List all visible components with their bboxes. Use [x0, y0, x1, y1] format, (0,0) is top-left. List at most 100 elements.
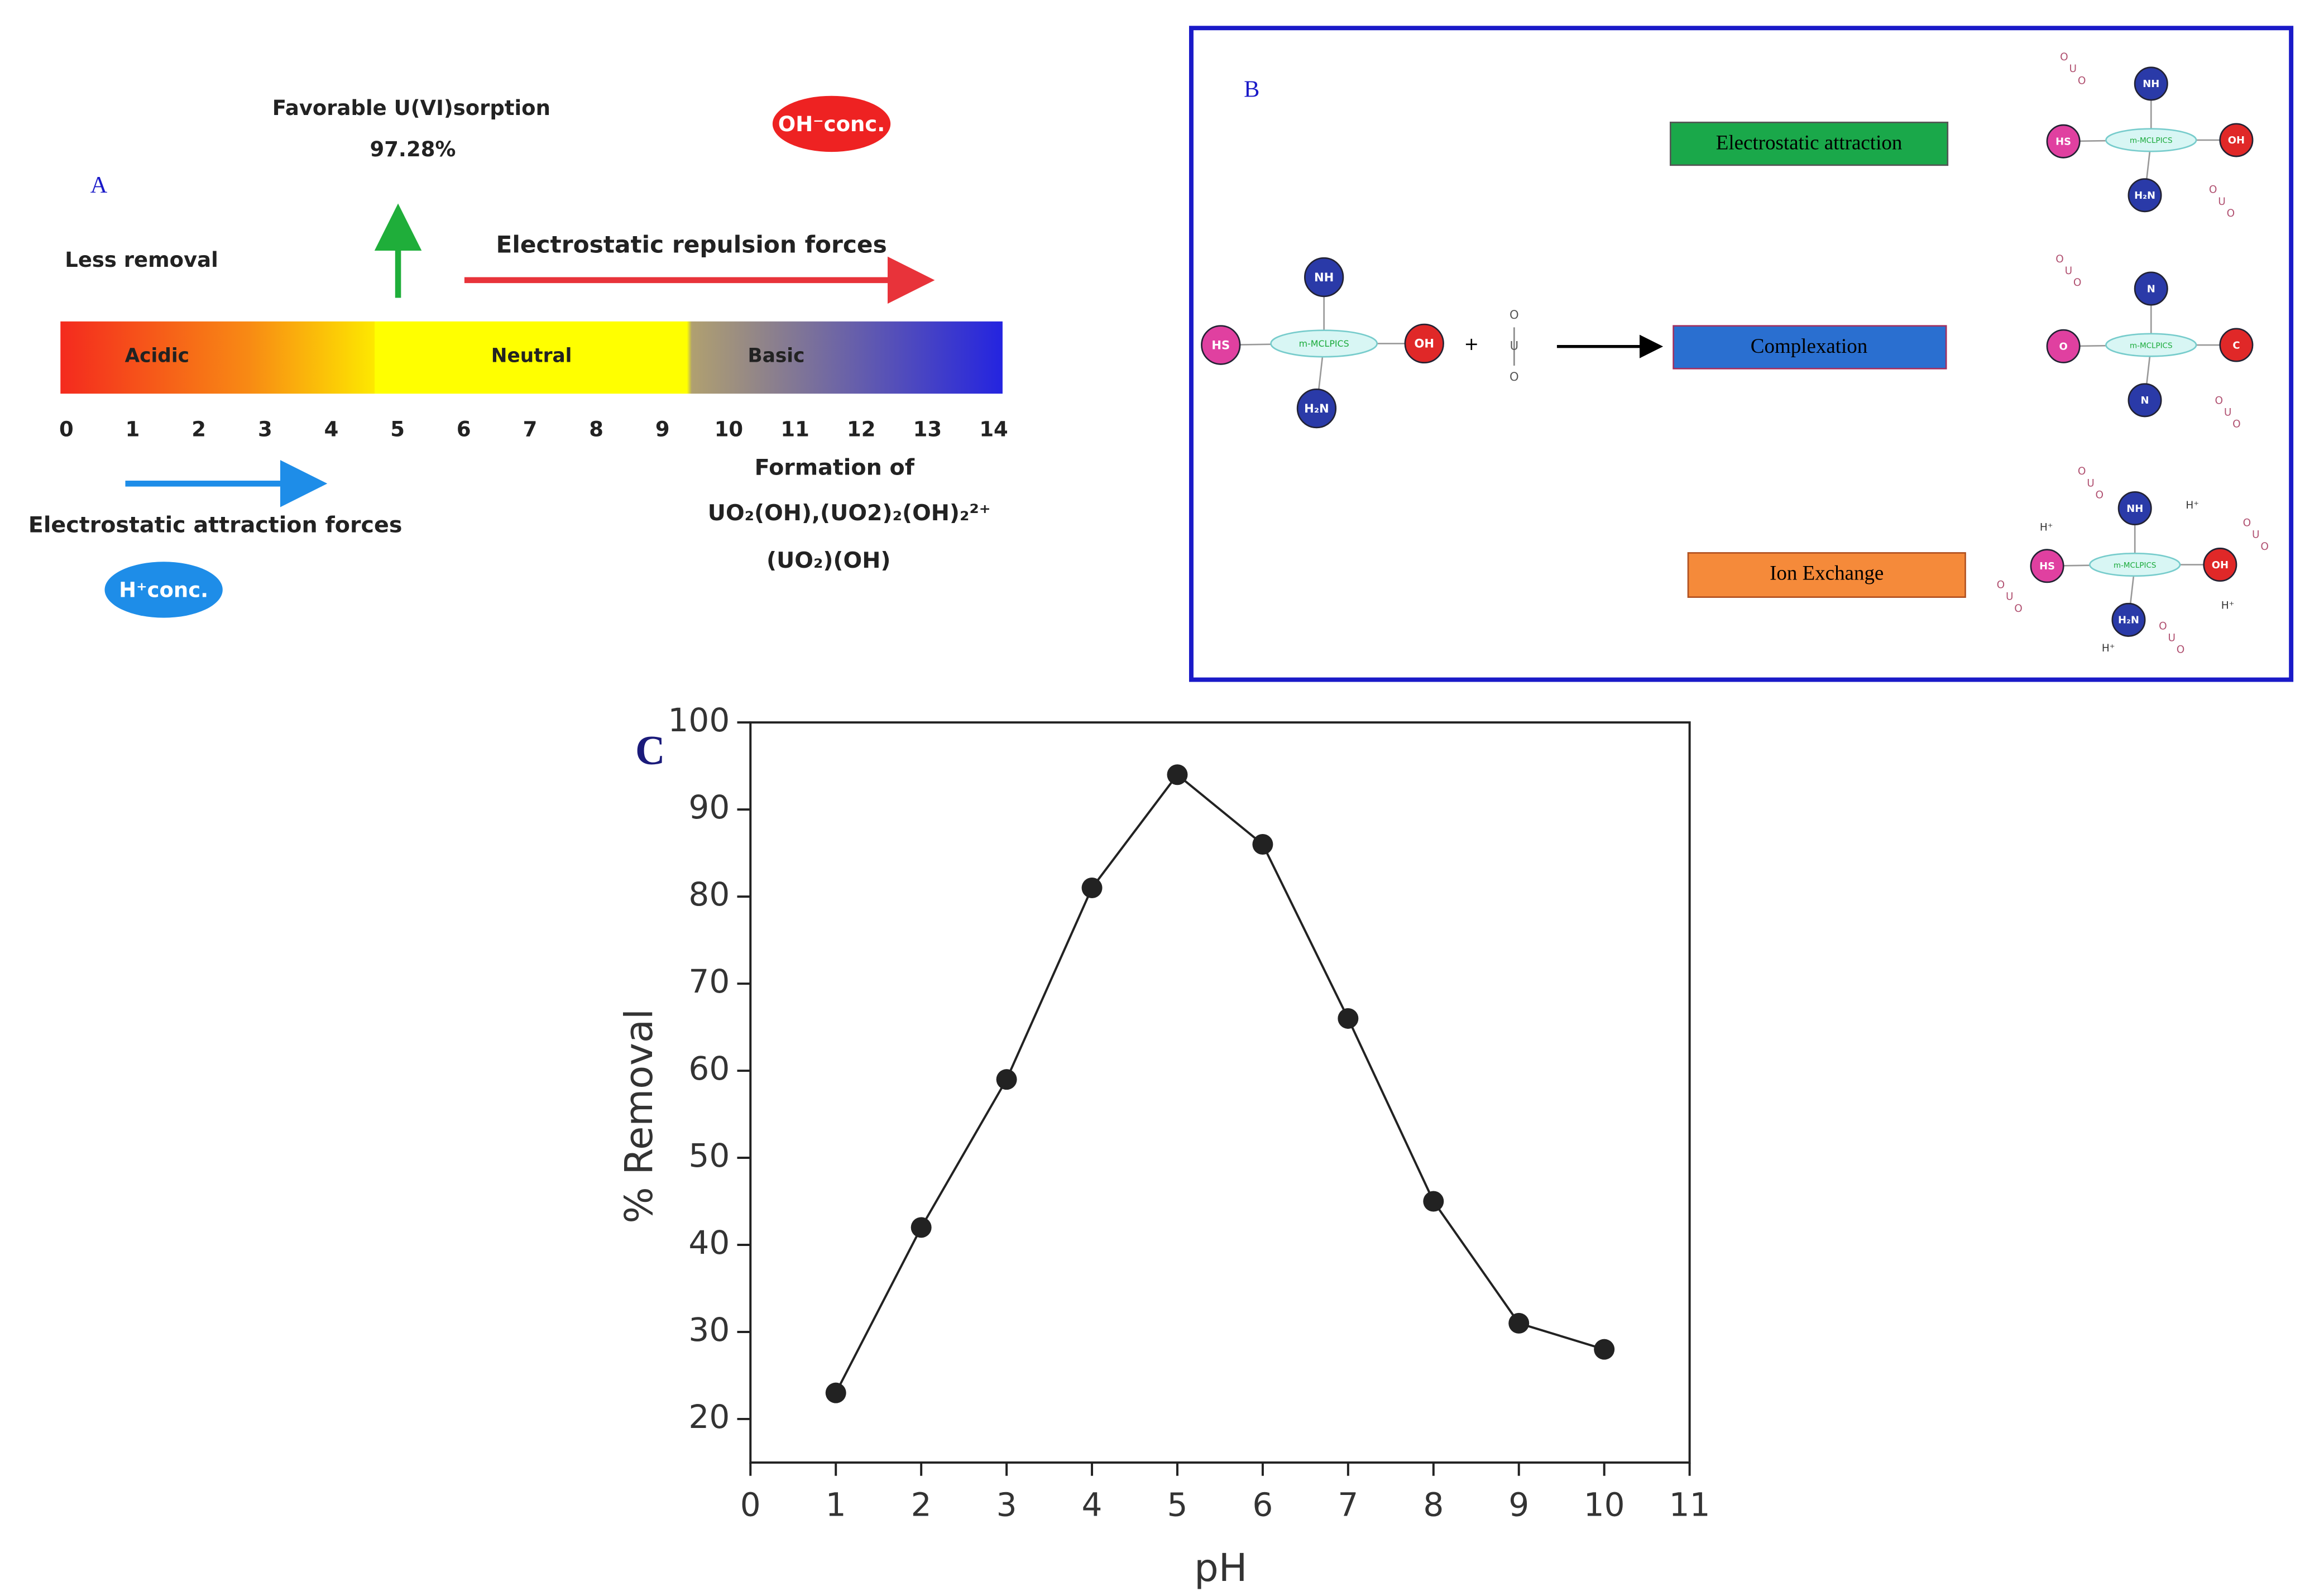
proton-label: H⁺ — [2221, 600, 2235, 612]
core — [2105, 333, 2197, 357]
annotation: H⁺conc. — [119, 578, 208, 602]
group-label: NH — [2143, 78, 2159, 90]
mechanism-label: Complexation — [1751, 334, 1867, 357]
group-ball — [1296, 388, 1337, 429]
group-ball — [2046, 329, 2081, 363]
point — [1338, 1008, 1359, 1029]
line — [835, 773, 1605, 1394]
group-ball — [2219, 123, 2254, 157]
group-label: HS — [1211, 338, 1230, 352]
core-label: m-MCLPICS — [1299, 338, 1349, 349]
scale-label: 5 — [390, 418, 405, 442]
group-label: NH — [2126, 503, 2143, 515]
chart-title: C — [635, 727, 665, 773]
atom: U — [1510, 339, 1518, 353]
annotation: Electrostatic attraction forces — [28, 512, 402, 538]
x-tick-label: 11 — [1669, 1485, 1710, 1523]
x-tick-label: 1 — [826, 1485, 846, 1523]
atom: O — [2078, 466, 2086, 477]
x-tick-label: 10 — [1584, 1485, 1625, 1523]
group-ball — [2219, 328, 2254, 362]
core — [2105, 128, 2197, 152]
molecule: m-MCLPICS NH HS OH H₂N — [1201, 257, 1444, 429]
scale-label: 0 — [59, 418, 74, 442]
x-axis-label: pH — [1194, 1546, 1247, 1590]
scale-label: 8 — [589, 418, 603, 442]
group-label: OH — [2228, 135, 2245, 146]
atom: O — [2215, 395, 2223, 406]
atom: U — [2069, 63, 2077, 75]
atom: O — [1997, 579, 2005, 591]
scale-label: 6 — [457, 418, 471, 442]
atom: U — [2087, 477, 2095, 489]
group-ball — [1201, 325, 1241, 365]
annotation: Electrostatic repulsion forces — [496, 231, 887, 258]
group-ball — [2030, 549, 2064, 583]
plus: + — [1464, 334, 1479, 354]
group-ball — [2117, 491, 2152, 526]
atom: O — [2073, 277, 2082, 289]
proton-label: H⁺ — [2186, 500, 2199, 511]
point — [1167, 764, 1188, 785]
point — [1252, 834, 1273, 855]
group-label: H₂N — [2118, 615, 2139, 626]
scale-label: 2 — [191, 418, 206, 442]
annotation: UO₂(OH),(UO2)₂(OH)₂²⁺ — [708, 500, 991, 526]
scale-label: 11 — [780, 418, 809, 442]
mechanism-box — [1669, 121, 1949, 166]
proton-label: H⁺ — [2102, 643, 2115, 654]
annotation: Less removal — [65, 248, 218, 272]
x-tick-label: 2 — [911, 1485, 932, 1523]
point — [825, 1382, 846, 1403]
atom: O — [2177, 644, 2185, 656]
point — [1508, 1312, 1530, 1334]
panel-c: C pH % Removal 0 1 2 3 4 5 6 7 8 9 10 11 20 30 40 50 60 7… — [617, 701, 1710, 1590]
group-label: OH — [2212, 559, 2229, 571]
atom: O — [2096, 489, 2104, 501]
x-tick-label: 3 — [996, 1485, 1017, 1523]
atom: O — [2078, 75, 2086, 87]
point — [1594, 1339, 1615, 1360]
mechanism-label: Electrostatic attraction — [1716, 131, 1903, 154]
group-ball — [2134, 271, 2168, 306]
annotation: Favorable U(VI)sorption — [272, 96, 550, 120]
group-label: OH — [1414, 337, 1434, 351]
atom: U — [2006, 591, 2014, 603]
group-ball — [2111, 602, 2146, 637]
group-label: N — [2147, 283, 2155, 295]
atom: O — [1510, 308, 1519, 322]
atom: O — [2014, 603, 2023, 615]
x-tick-label: 6 — [1252, 1485, 1273, 1523]
point — [996, 1069, 1017, 1090]
group-ball — [2203, 548, 2237, 582]
annotation: OH⁻conc. — [778, 112, 885, 136]
core — [2089, 553, 2181, 577]
x-tick-label: 9 — [1508, 1485, 1529, 1523]
y-tick-label: 80 — [688, 875, 730, 913]
y-tick-label: 30 — [688, 1311, 730, 1349]
region-label: Neutral — [491, 345, 572, 367]
mechanism-label: Ion Exchange — [1770, 562, 1884, 584]
group-label: N — [2141, 395, 2149, 406]
group-ball — [2128, 178, 2162, 213]
x-tick-label: 8 — [1423, 1485, 1444, 1523]
group-label: H₂N — [1304, 401, 1329, 415]
core-label: m-MCLPICS — [2114, 562, 2156, 570]
proton-label: H⁺ — [2040, 522, 2053, 534]
panel-label: B — [1244, 76, 1259, 102]
region-label: Acidic — [125, 345, 189, 367]
group-ball — [2046, 124, 2081, 159]
panel-b: B Electrostatic attraction Complexation … — [1189, 26, 2294, 682]
atom: U — [2252, 529, 2260, 541]
atom: O — [2243, 517, 2251, 529]
panel-label: A — [90, 172, 108, 198]
atom: O — [2060, 51, 2068, 63]
y-tick-label: 50 — [688, 1137, 730, 1175]
x-tick-label: 0 — [740, 1485, 761, 1523]
y-tick-label: 70 — [688, 962, 730, 1000]
plot-frame — [749, 721, 1691, 1464]
atom: O — [2232, 419, 2241, 430]
